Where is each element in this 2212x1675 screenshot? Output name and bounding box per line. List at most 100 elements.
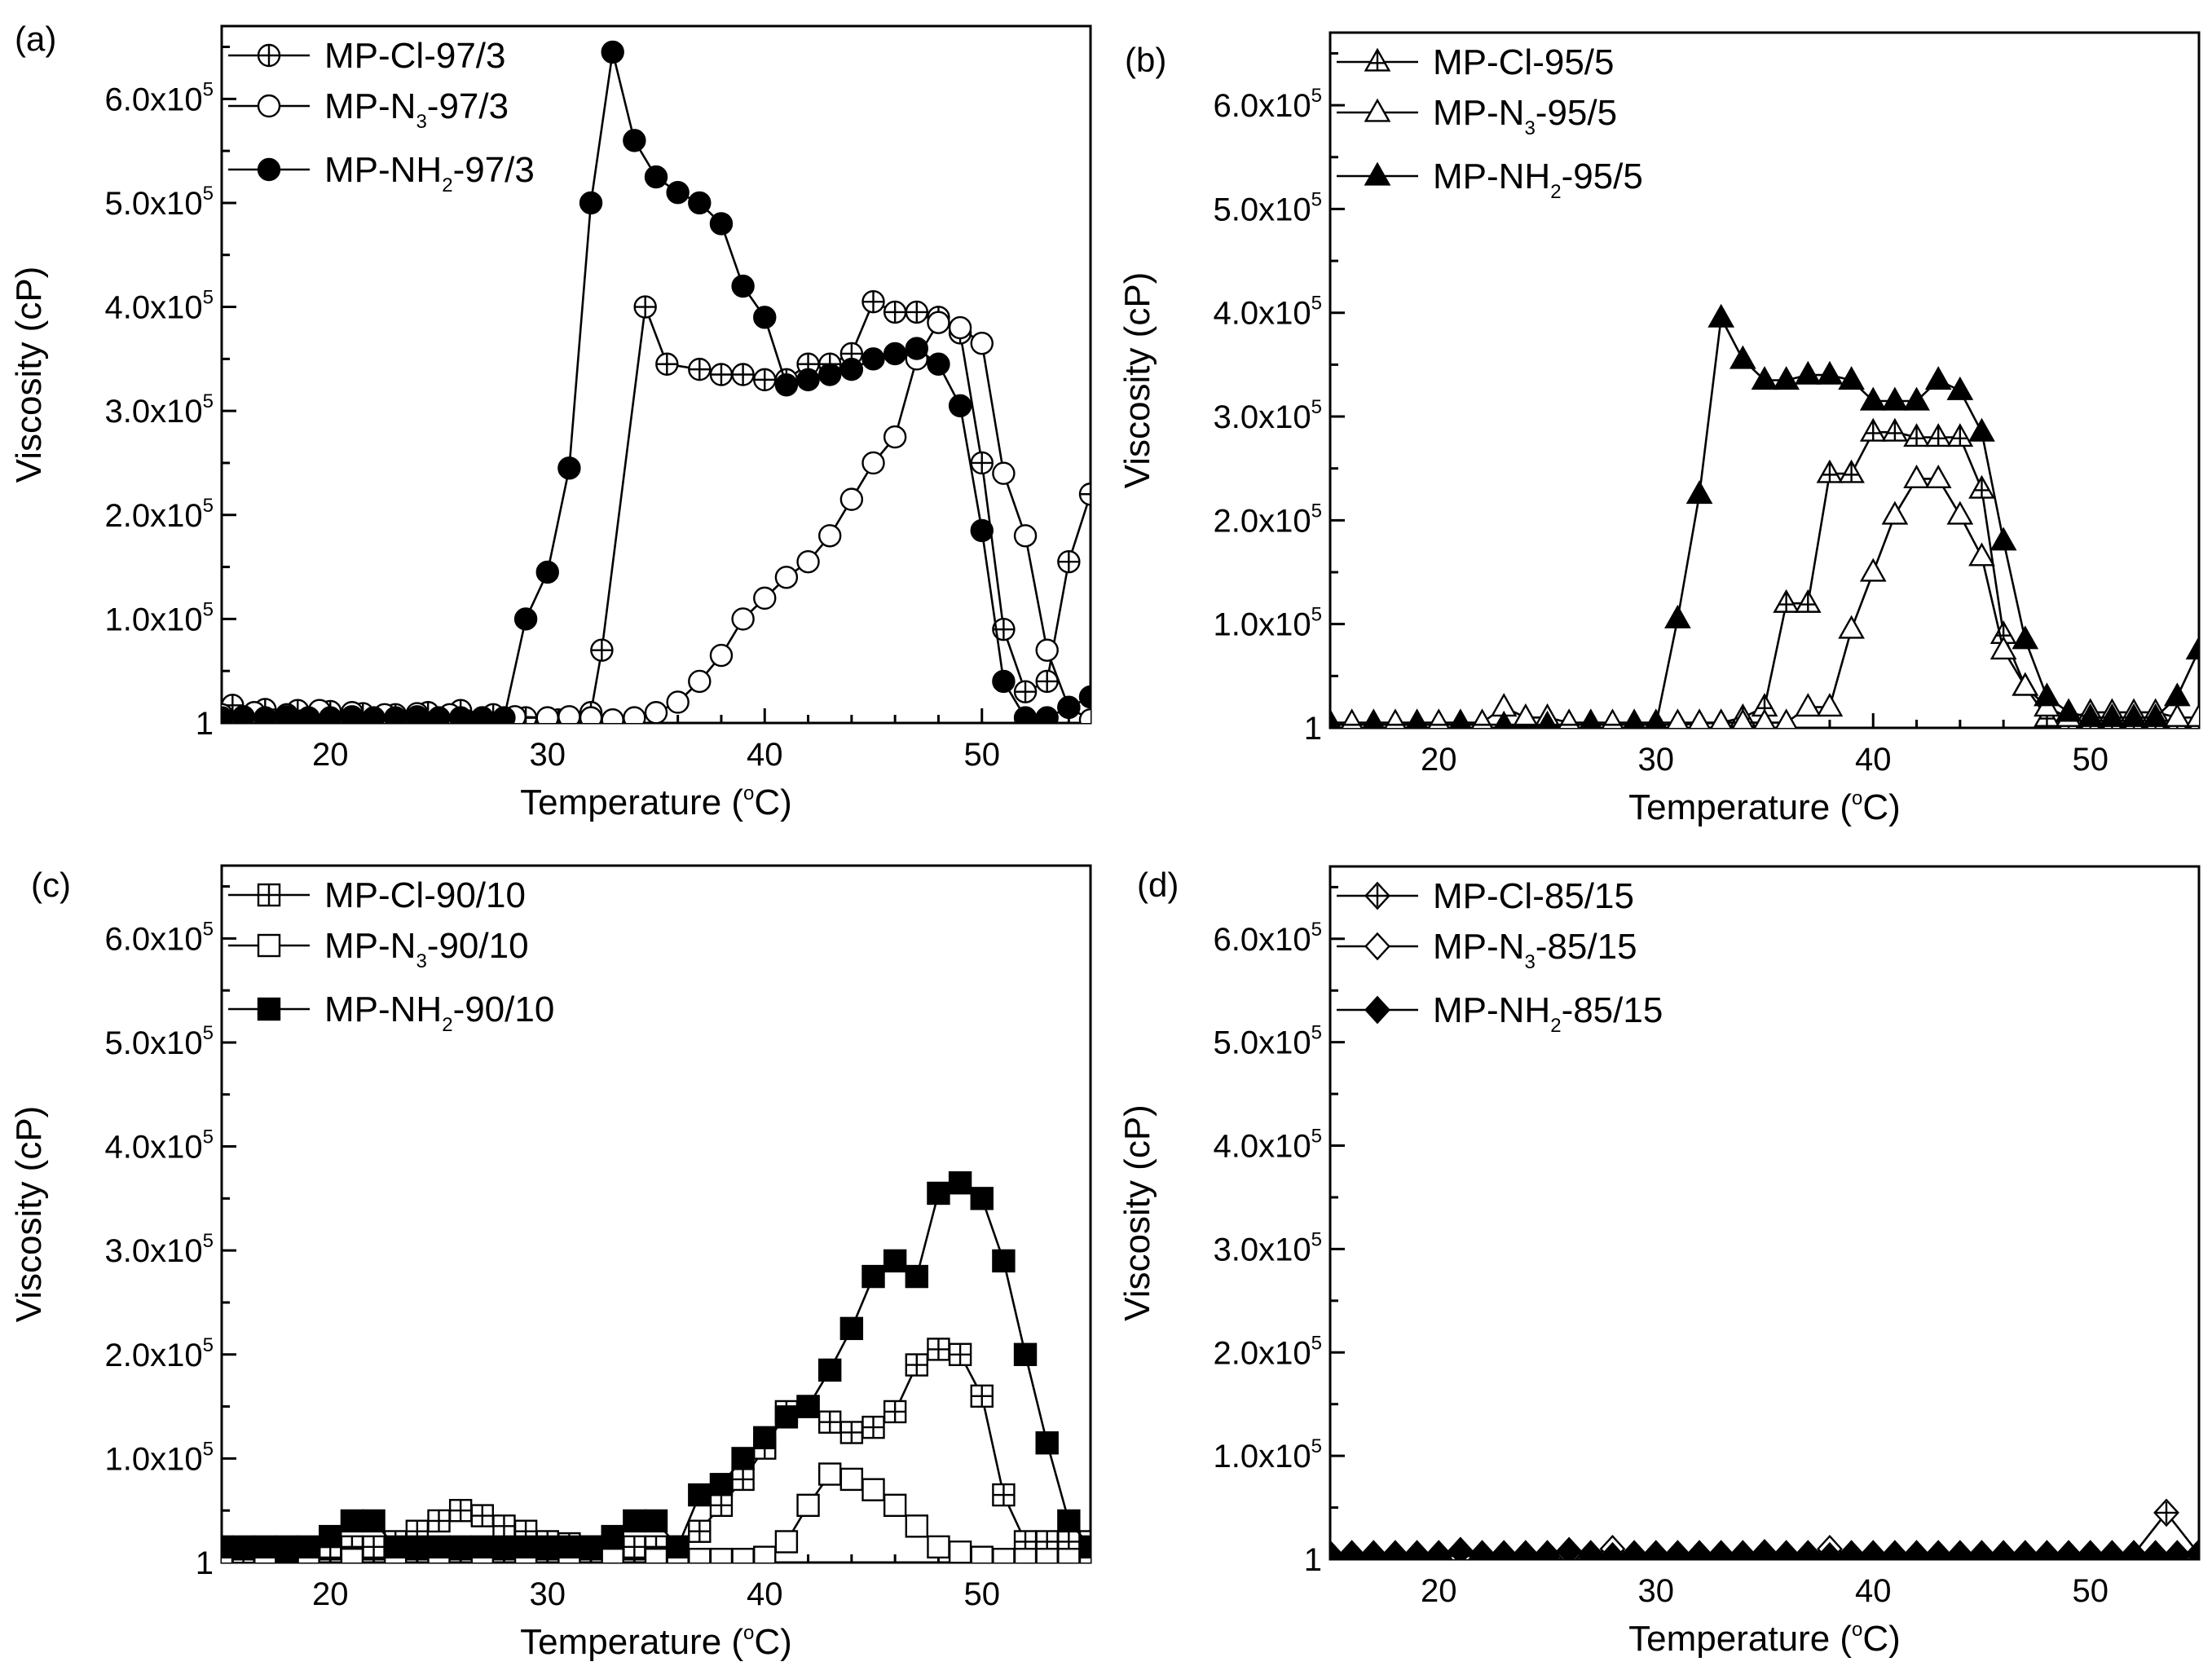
data-point: [492, 706, 516, 723]
data-point: [1057, 1509, 1081, 1533]
data-point: [2077, 703, 2104, 727]
data-point: [1968, 417, 1995, 442]
data-point: [1817, 1541, 1843, 1559]
data-point: [448, 706, 473, 723]
data-point: [1773, 366, 1800, 390]
data-point: [2142, 1541, 2169, 1559]
data-point: [970, 518, 994, 543]
data-point: [818, 1462, 842, 1486]
y-tick-label: 2.0x105: [1214, 500, 1322, 539]
data-point: [1881, 500, 1909, 525]
data-point: [1752, 1539, 1778, 1559]
legend-marker: [1364, 995, 1390, 1025]
data-point: [2185, 703, 2199, 727]
x-tick-label: 50: [964, 737, 1001, 773]
data-point: [1447, 1536, 1474, 1559]
data-point: [666, 180, 690, 205]
x-tick-label: 30: [1638, 742, 1675, 778]
data-point: [319, 1524, 342, 1549]
data-point: [883, 342, 907, 366]
data-point: [1794, 360, 1822, 385]
data-point: [1013, 1342, 1038, 1366]
data-point: [362, 1509, 386, 1533]
data-point: [1407, 710, 1427, 728]
data-point: [1903, 465, 1930, 489]
data-point: [1859, 386, 1887, 411]
data-point: [905, 1264, 929, 1289]
data-point: [1860, 1541, 1887, 1559]
legend-item: MP-Cl-95/5: [1337, 42, 1615, 82]
data-point: [1512, 703, 1540, 727]
data-point: [1664, 604, 1691, 628]
data-point: [1794, 693, 1822, 717]
data-point: [1646, 710, 1666, 728]
data-point: [1491, 1541, 1518, 1559]
x-tick-label: 50: [964, 1576, 1001, 1612]
data-point: [644, 701, 668, 723]
y-tick-label: 1: [1304, 711, 1322, 747]
x-axis-label: Temperature (oC): [520, 1622, 792, 1662]
data-point: [1558, 708, 1580, 728]
data-point: [796, 1493, 820, 1518]
series-3: [222, 40, 1091, 723]
data-point: [839, 1316, 864, 1341]
data-point: [1838, 366, 1865, 390]
data-point: [297, 706, 320, 723]
legend-item: MP-NH2-97/3: [228, 150, 535, 196]
y-tick-label: 5.0x105: [105, 183, 214, 222]
data-point: [623, 706, 646, 723]
data-point: [774, 1530, 799, 1554]
data-point: [1330, 710, 1340, 728]
data-point: [492, 1535, 516, 1559]
data-point: [427, 706, 451, 723]
y-tick-label: 1.0x105: [1214, 1435, 1322, 1474]
plot-frame: [1329, 865, 2201, 1561]
y-tick-label: 5.0x105: [1214, 188, 1322, 227]
y-tick-label: 3.0x105: [105, 390, 214, 430]
data-point: [1924, 465, 1952, 489]
data-point: [1989, 636, 2017, 660]
data-point: [601, 1547, 624, 1563]
data-point: [319, 706, 342, 723]
series-3: [1330, 1536, 2199, 1559]
data-point: [1881, 1541, 1908, 1559]
legend-label: MP-N3-85/15: [1433, 927, 1637, 973]
data-point: [1035, 706, 1059, 723]
data-point: [1602, 708, 1624, 728]
data-point: [384, 706, 408, 723]
data-point: [362, 706, 386, 723]
data-point: [992, 461, 1016, 485]
data-point: [1685, 480, 1713, 505]
data-point: [1556, 1536, 1583, 1559]
data-point: [709, 1547, 734, 1563]
legend-label: MP-NH2-85/15: [1433, 990, 1663, 1037]
data-point: [666, 1535, 690, 1559]
legend-marker: [257, 933, 281, 958]
data-point: [1382, 1541, 1408, 1559]
data-point: [470, 1535, 494, 1559]
data-point: [1664, 1541, 1691, 1559]
y-tick-label: 1: [1304, 1542, 1322, 1578]
y-tick-label: 1.0x105: [1214, 604, 1322, 643]
data-point: [2055, 698, 2082, 722]
legend-item: MP-N3-85/15: [1337, 927, 1637, 973]
data-point: [1946, 1541, 1973, 1559]
data-point: [1403, 1541, 1430, 1559]
data-point: [644, 1547, 668, 1563]
data-point: [1471, 708, 1493, 728]
data-point: [253, 1535, 277, 1559]
x-tick-label: 40: [747, 1576, 783, 1612]
data-point: [992, 1547, 1016, 1563]
y-tick-label: 3.0x105: [1214, 1228, 1322, 1267]
data-point: [2099, 703, 2126, 727]
data-point: [1450, 710, 1470, 728]
data-point: [948, 315, 972, 340]
data-point: [222, 1535, 234, 1559]
data-point: [557, 1535, 581, 1559]
data-point: [774, 566, 799, 589]
data-point: [1338, 1541, 1365, 1559]
data-point: [1838, 1541, 1865, 1559]
x-tick-label: 50: [2073, 1573, 2109, 1609]
panel-label: (b): [1125, 41, 1166, 79]
y-axis-label: Viscosity (cP): [9, 267, 49, 483]
